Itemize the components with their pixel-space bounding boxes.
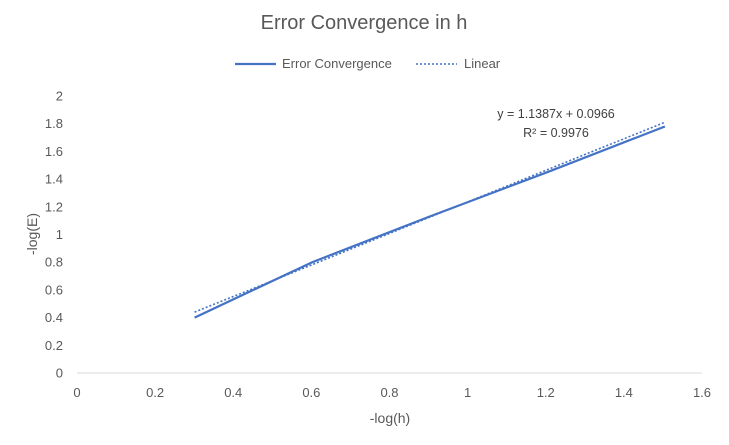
y-tick-label: 0.2	[45, 338, 63, 353]
y-axis-title: -log(E)	[24, 213, 40, 255]
y-tick-label: 1.2	[45, 199, 63, 214]
y-tick-label: 1	[56, 227, 63, 242]
series-line-error-convergence	[194, 125, 666, 319]
trendline-equation: y = 1.1387x + 0.0966	[497, 107, 615, 121]
x-tick-label: 0.8	[380, 385, 398, 400]
x-tick-label: 1	[464, 385, 471, 400]
x-tick-label: 0.4	[224, 385, 242, 400]
y-tick-label: 1.8	[45, 116, 63, 131]
y-tick-label: 1.4	[45, 172, 63, 187]
y-axis-ticks: 0 0.2 0.4 0.6 0.8 1 1.2 1.4 1.6 1.8 2	[45, 89, 63, 381]
x-tick-label: 1.6	[693, 385, 711, 400]
y-tick-label: 0	[56, 366, 63, 381]
y-tick-label: 0.4	[45, 310, 63, 325]
x-tick-label: 1.2	[537, 385, 555, 400]
legend-label-error-convergence: Error Convergence	[282, 56, 392, 71]
y-tick-label: 0.6	[45, 282, 63, 297]
y-tick-label: 0.8	[45, 255, 63, 270]
y-tick-label: 2	[56, 89, 63, 104]
x-axis-ticks: 0 0.2 0.4 0.6 0.8 1 1.2 1.4 1.6	[73, 385, 711, 400]
legend: Error Convergence Linear	[235, 56, 501, 71]
x-tick-label: 0.2	[146, 385, 164, 400]
trendline-r-squared: R² = 0.9976	[523, 126, 589, 140]
legend-label-linear: Linear	[464, 56, 501, 71]
x-tick-label: 1.4	[615, 385, 633, 400]
chart-title: Error Convergence in h	[261, 12, 468, 34]
x-tick-label: 0.6	[302, 385, 320, 400]
x-tick-label: 0	[73, 385, 80, 400]
x-axis-title: -log(h)	[370, 410, 410, 426]
y-tick-label: 1.6	[45, 144, 63, 159]
